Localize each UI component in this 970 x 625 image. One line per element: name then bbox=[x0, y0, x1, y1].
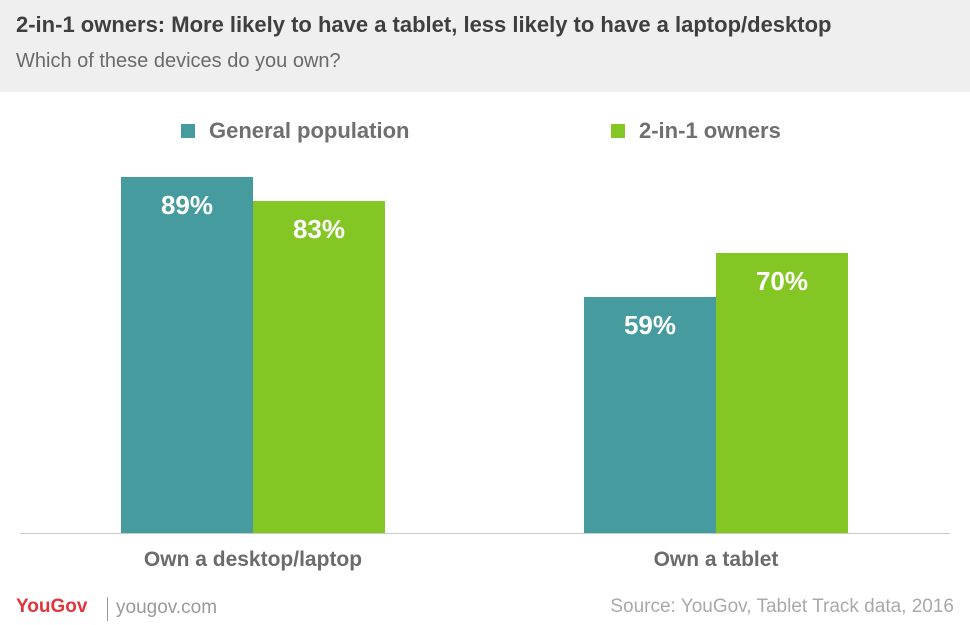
footer-site-link[interactable]: yougov.com bbox=[116, 597, 218, 618]
footer-source: Source: YouGov, Tablet Track data, 2016 bbox=[610, 596, 954, 617]
yougov-logo: YouGov bbox=[16, 596, 88, 617]
header-bar: 2-in-1 owners: More likely to have a tab… bbox=[0, 0, 970, 92]
chart-subtitle: Which of these devices do you own? bbox=[16, 50, 341, 72]
bar-2-in-1-owners-tablet bbox=[716, 253, 848, 533]
legend-item-general-population: General population bbox=[181, 118, 409, 144]
legend-swatch-2-in-1-owners bbox=[611, 124, 625, 138]
bar-2-in-1-owners-desktop-laptop bbox=[253, 201, 385, 533]
category-label-tablet: Own a tablet bbox=[653, 548, 779, 571]
chart-title: 2-in-1 owners: More likely to have a tab… bbox=[16, 12, 832, 37]
legend-label-2-in-1-owners: 2-in-1 owners bbox=[639, 118, 781, 143]
data-label-general-population-desktop-laptop: 89% bbox=[161, 190, 213, 220]
data-label-general-population-tablet: 59% bbox=[624, 310, 676, 340]
data-label-2-in-1-owners-tablet: 70% bbox=[756, 266, 808, 296]
footer-divider bbox=[107, 597, 108, 621]
legend-label-general-population: General population bbox=[209, 118, 410, 143]
legend-item-2-in-1-owners: 2-in-1 owners bbox=[611, 118, 781, 144]
bar-general-population-desktop-laptop bbox=[121, 177, 253, 533]
data-label-2-in-1-owners-desktop-laptop: 83% bbox=[293, 214, 345, 244]
category-label-desktop-laptop: Own a desktop/laptop bbox=[143, 548, 363, 571]
legend-swatch-general-population bbox=[181, 124, 195, 138]
bar-general-population-tablet bbox=[584, 297, 716, 533]
